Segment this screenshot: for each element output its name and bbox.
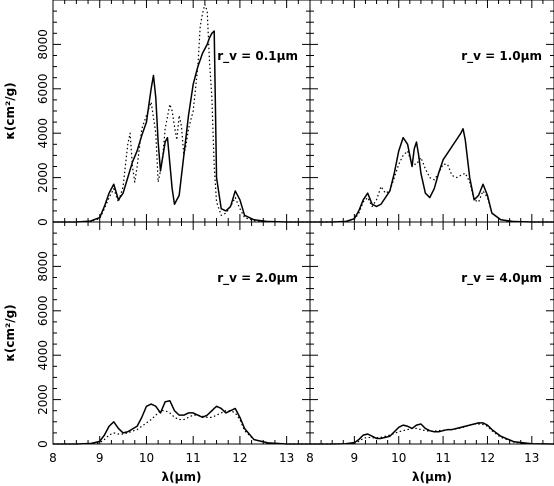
plot-frame <box>52 221 311 445</box>
x-tick-label: 10 <box>391 451 406 465</box>
panel-top-left: 0 2000 4000 6000 8000 r_v = 0.1μm κ(cm²/g) <box>3 0 311 226</box>
x-axis-label: λ(μm) <box>412 470 452 484</box>
plot-frame <box>309 0 554 223</box>
y-tick-label: 8000 <box>36 251 50 282</box>
x-tick-label: 13 <box>279 451 294 465</box>
plot-frame <box>309 221 554 445</box>
series-line-dotted <box>53 410 310 445</box>
x-tick-label: 12 <box>480 451 495 465</box>
panel-annotation: r_v = 2.0μm <box>217 271 298 286</box>
series-line-solid <box>310 422 554 445</box>
panel-bottom-left: 0 2000 4000 6000 8000 8 9 10 11 12 13 r_v = 2.0μm κ(… <box>3 221 311 484</box>
panel-annotation: r_v = 1.0μm <box>461 49 542 64</box>
panel-top-right: r_v = 1.0μm <box>309 0 554 223</box>
x-tick-label: 9 <box>351 451 359 465</box>
y-tick-label: 2000 <box>36 384 50 415</box>
series-line-dotted <box>53 3 310 223</box>
series-line-solid <box>53 399 310 445</box>
series-line-dotted <box>310 150 554 223</box>
x-tick-label: 11 <box>186 451 201 465</box>
y-tick-label: 6000 <box>36 296 50 327</box>
x-tick-label: 8 <box>306 451 314 465</box>
x-tick-label: 8 <box>49 451 57 465</box>
panel-annotation: r_v = 4.0μm <box>461 271 542 286</box>
x-axis-label: λ(μm) <box>162 470 202 484</box>
x-tick-label: 10 <box>139 451 154 465</box>
y-tick-label: 0 <box>36 218 50 226</box>
y-tick-label: 2000 <box>36 162 50 193</box>
panel-annotation: r_v = 0.1μm <box>217 49 298 64</box>
y-axis-label: κ(cm²/g) <box>3 82 17 139</box>
series-line-solid <box>310 128 554 223</box>
x-tick-label: 12 <box>232 451 247 465</box>
y-tick-label: 0 <box>36 440 50 448</box>
y-tick-label: 6000 <box>36 74 50 105</box>
x-tick-label: 13 <box>524 451 539 465</box>
x-tick-label: 9 <box>96 451 104 465</box>
series-line-dotted <box>310 423 554 445</box>
y-tick-label: 8000 <box>36 29 50 60</box>
panel-bottom-right: 8 9 10 11 12 13 r_v = 4.0μm λ(μm) <box>306 221 554 484</box>
plot-frame <box>52 0 311 223</box>
y-tick-label: 4000 <box>36 340 50 371</box>
x-tick-label: 11 <box>435 451 450 465</box>
y-axis-label: κ(cm²/g) <box>3 304 17 361</box>
y-tick-label: 4000 <box>36 118 50 149</box>
